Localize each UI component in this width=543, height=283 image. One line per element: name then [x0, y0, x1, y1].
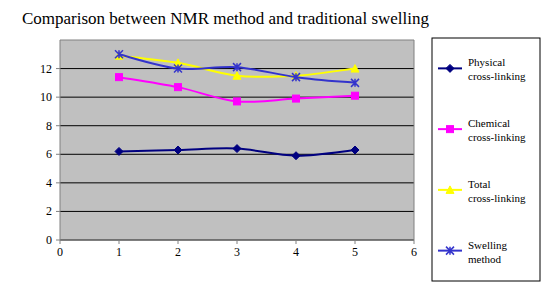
series-group: [115, 50, 359, 159]
point: [115, 147, 123, 155]
point: [233, 145, 241, 153]
point: [351, 65, 359, 73]
legend-label: Physicalcross-linking: [468, 56, 526, 82]
point: [233, 63, 241, 71]
point: [174, 146, 182, 154]
legend-marker: [446, 186, 454, 194]
y-tick-label: 8: [46, 119, 52, 133]
plot-area: [60, 40, 414, 240]
point: [352, 92, 359, 99]
y-tick: [56, 182, 60, 183]
y-tick-label: 6: [46, 147, 52, 161]
legend-label: Totalcross-linking: [468, 178, 526, 204]
grid-line: [60, 125, 414, 126]
point: [293, 95, 300, 102]
legend-marker: [446, 247, 454, 255]
point: [233, 72, 241, 80]
y-tick-label: 0: [46, 233, 52, 247]
y-tick-label: 4: [46, 176, 52, 190]
x-tick-label: 5: [352, 245, 358, 259]
legend-label: Swellingmethod: [468, 239, 508, 265]
x-tick-label: 3: [234, 245, 240, 259]
title: Comparison between NMR method and tradit…: [22, 9, 429, 28]
x-tick: [355, 240, 356, 244]
point: [292, 73, 300, 81]
legend-marker: [447, 126, 454, 133]
y-tick: [56, 211, 60, 212]
x-tick-label: 6: [411, 245, 417, 259]
x-tick-label: 2: [175, 245, 181, 259]
point: [351, 146, 359, 154]
x-tick: [296, 240, 297, 244]
x-tick: [237, 240, 238, 244]
grid-line: [60, 154, 414, 155]
point: [351, 79, 359, 87]
point: [116, 74, 123, 81]
y-tick: [56, 154, 60, 155]
x-axis: [60, 240, 414, 241]
point: [292, 152, 300, 160]
x-tick: [178, 240, 179, 244]
y-tick-label: 12: [40, 62, 52, 76]
x-tick: [119, 240, 120, 244]
point: [115, 50, 123, 58]
x-tick-label: 4: [293, 245, 299, 259]
grid-line: [60, 240, 414, 241]
point: [174, 65, 182, 73]
y-tick: [56, 68, 60, 69]
y-tick: [56, 240, 60, 241]
plot-frame: [414, 40, 415, 240]
legend-label: Chemicalcross-linking: [468, 117, 526, 143]
y-axis: [60, 40, 61, 240]
y-tick: [56, 97, 60, 98]
point: [175, 84, 182, 91]
plot-frame: [60, 40, 414, 41]
x-tick: [60, 240, 61, 244]
x-tick: [414, 240, 415, 244]
y-tick-label: 10: [40, 90, 52, 104]
x-tick-label: 1: [116, 245, 122, 259]
y-tick-label: 2: [46, 204, 52, 218]
grid-line: [60, 211, 414, 212]
grid-line: [60, 182, 414, 183]
y-tick: [56, 125, 60, 126]
chart: Comparison between NMR method and tradit…: [0, 0, 543, 283]
legend-box: [432, 38, 540, 281]
series-line: [119, 54, 355, 83]
point: [234, 98, 241, 105]
x-tick-label: 0: [57, 245, 63, 259]
background: [0, 0, 543, 283]
legend-marker: [446, 64, 454, 72]
